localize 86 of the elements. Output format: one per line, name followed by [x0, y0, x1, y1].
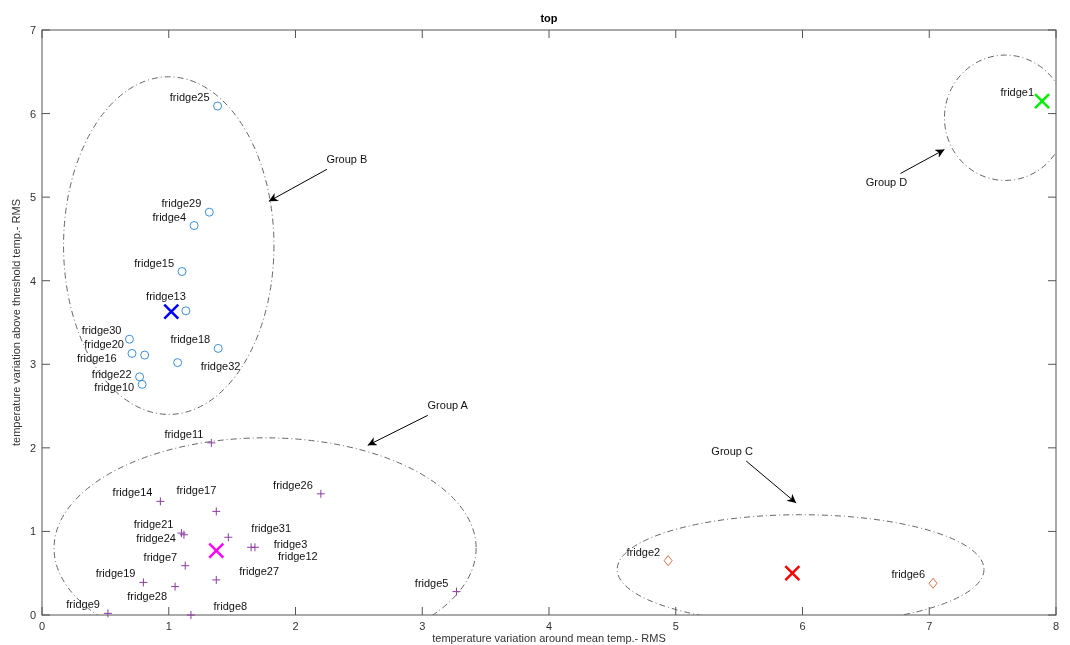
annotation: fridge18 — [170, 333, 211, 346]
annotation: Group B — [326, 153, 368, 166]
point — [189, 221, 199, 231]
point — [155, 496, 165, 506]
point — [204, 207, 214, 217]
annotation: fridge32 — [200, 359, 241, 372]
y-tick-label: 0 — [29, 609, 36, 621]
point — [124, 334, 134, 344]
point — [784, 564, 801, 582]
annotation: fridge25 — [169, 91, 210, 104]
point — [163, 303, 180, 320]
annotation: fridge24 — [136, 531, 176, 544]
point — [127, 348, 137, 358]
x-tick-label: 8 — [1052, 620, 1060, 632]
chart-title: top — [540, 12, 558, 24]
point — [663, 555, 673, 567]
annotation: fridge29 — [161, 197, 202, 210]
annotation: Group A — [427, 399, 469, 412]
point — [137, 379, 147, 389]
annotation: fridge20 — [84, 338, 124, 351]
point — [213, 343, 223, 353]
x-tick-label: 6 — [799, 620, 806, 632]
point — [1033, 92, 1051, 110]
point — [135, 372, 145, 382]
annotation: fridge16 — [76, 352, 117, 365]
point — [211, 575, 221, 585]
annotation: fridge17 — [176, 484, 217, 497]
annotation: fridge8 — [213, 600, 248, 612]
point — [170, 582, 180, 592]
annotation: fridge6 — [891, 568, 926, 581]
annotation: fridge3 — [273, 538, 308, 551]
y-tick-label: 2 — [29, 441, 36, 454]
point — [208, 542, 225, 559]
annotation: Group D — [865, 175, 908, 188]
point — [186, 610, 196, 620]
annotation: fridge26 — [273, 478, 313, 491]
annotation: fridge21 — [133, 518, 174, 531]
annotation: fridge12 — [277, 550, 318, 563]
point — [211, 506, 221, 516]
annotation: fridge30 — [81, 324, 122, 337]
y-axis-title: temperature variation above threshold temp.- RMS — [10, 198, 22, 447]
x-tick-label: 2 — [292, 620, 299, 632]
annotation: fridge15 — [134, 256, 175, 269]
point — [180, 561, 190, 571]
x-tick-label: 4 — [545, 620, 553, 632]
x-axis-title: temperature variation around mean temp.- RMS — [432, 632, 666, 644]
point — [213, 101, 223, 111]
annotation: fridge4 — [152, 210, 187, 223]
x-tick-label: 1 — [165, 620, 172, 632]
annotation: fridge13 — [146, 289, 186, 302]
point — [316, 489, 326, 499]
x-tick-label: 3 — [419, 620, 426, 632]
annotation: fridge9 — [66, 598, 100, 611]
x-tick-label: 7 — [926, 620, 933, 632]
point — [173, 358, 183, 368]
point — [451, 587, 461, 597]
annotation: fridge2 — [626, 545, 661, 558]
annotation: fridge19 — [95, 567, 136, 580]
point — [140, 350, 150, 360]
y-tick-label: 1 — [29, 525, 36, 538]
y-tick-label: 5 — [29, 191, 36, 204]
annotation: fridge7 — [143, 550, 178, 563]
point — [177, 267, 187, 277]
point — [206, 438, 216, 448]
annotation: fridge14 — [112, 486, 153, 499]
annotation: fridge28 — [127, 589, 168, 602]
x-tick-label: 0 — [38, 620, 46, 632]
annotation: fridge27 — [239, 564, 280, 577]
x-tick-label: 5 — [672, 620, 679, 632]
point — [103, 608, 113, 618]
point — [223, 532, 233, 542]
point — [928, 577, 938, 589]
point — [250, 542, 260, 552]
annotation: fridge10 — [94, 381, 135, 394]
y-tick-label: 4 — [29, 274, 36, 287]
point — [181, 306, 191, 316]
y-tick-label: 7 — [29, 24, 36, 36]
annotation: fridge31 — [251, 522, 292, 535]
annotation: fridge1 — [1000, 86, 1035, 99]
point — [138, 577, 148, 587]
annotation: fridge11 — [164, 427, 204, 440]
annotation: Group C — [711, 445, 753, 458]
y-tick-label: 6 — [29, 107, 36, 120]
annotation: fridge5 — [414, 576, 449, 589]
y-tick-label: 3 — [29, 358, 36, 371]
annotation: fridge22 — [91, 367, 132, 380]
